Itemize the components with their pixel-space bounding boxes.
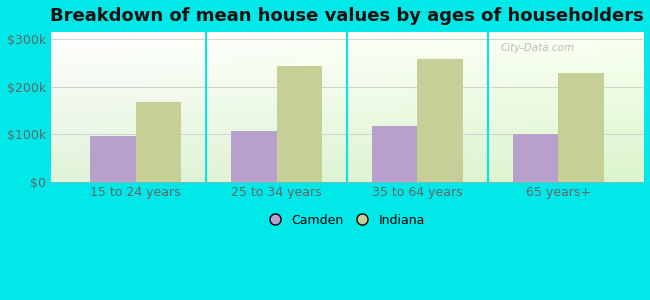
Bar	[135, 102, 181, 182]
Bar	[372, 125, 417, 182]
Bar	[558, 73, 604, 182]
Bar	[514, 134, 558, 182]
Bar	[90, 136, 135, 182]
Bar	[276, 66, 322, 182]
Legend: Camden, Indiana: Camden, Indiana	[264, 209, 430, 232]
Title: Breakdown of mean house values by ages of householders: Breakdown of mean house values by ages o…	[50, 7, 644, 25]
Bar	[417, 59, 463, 182]
Text: City-Data.com: City-Data.com	[501, 43, 575, 52]
Bar	[231, 131, 276, 182]
